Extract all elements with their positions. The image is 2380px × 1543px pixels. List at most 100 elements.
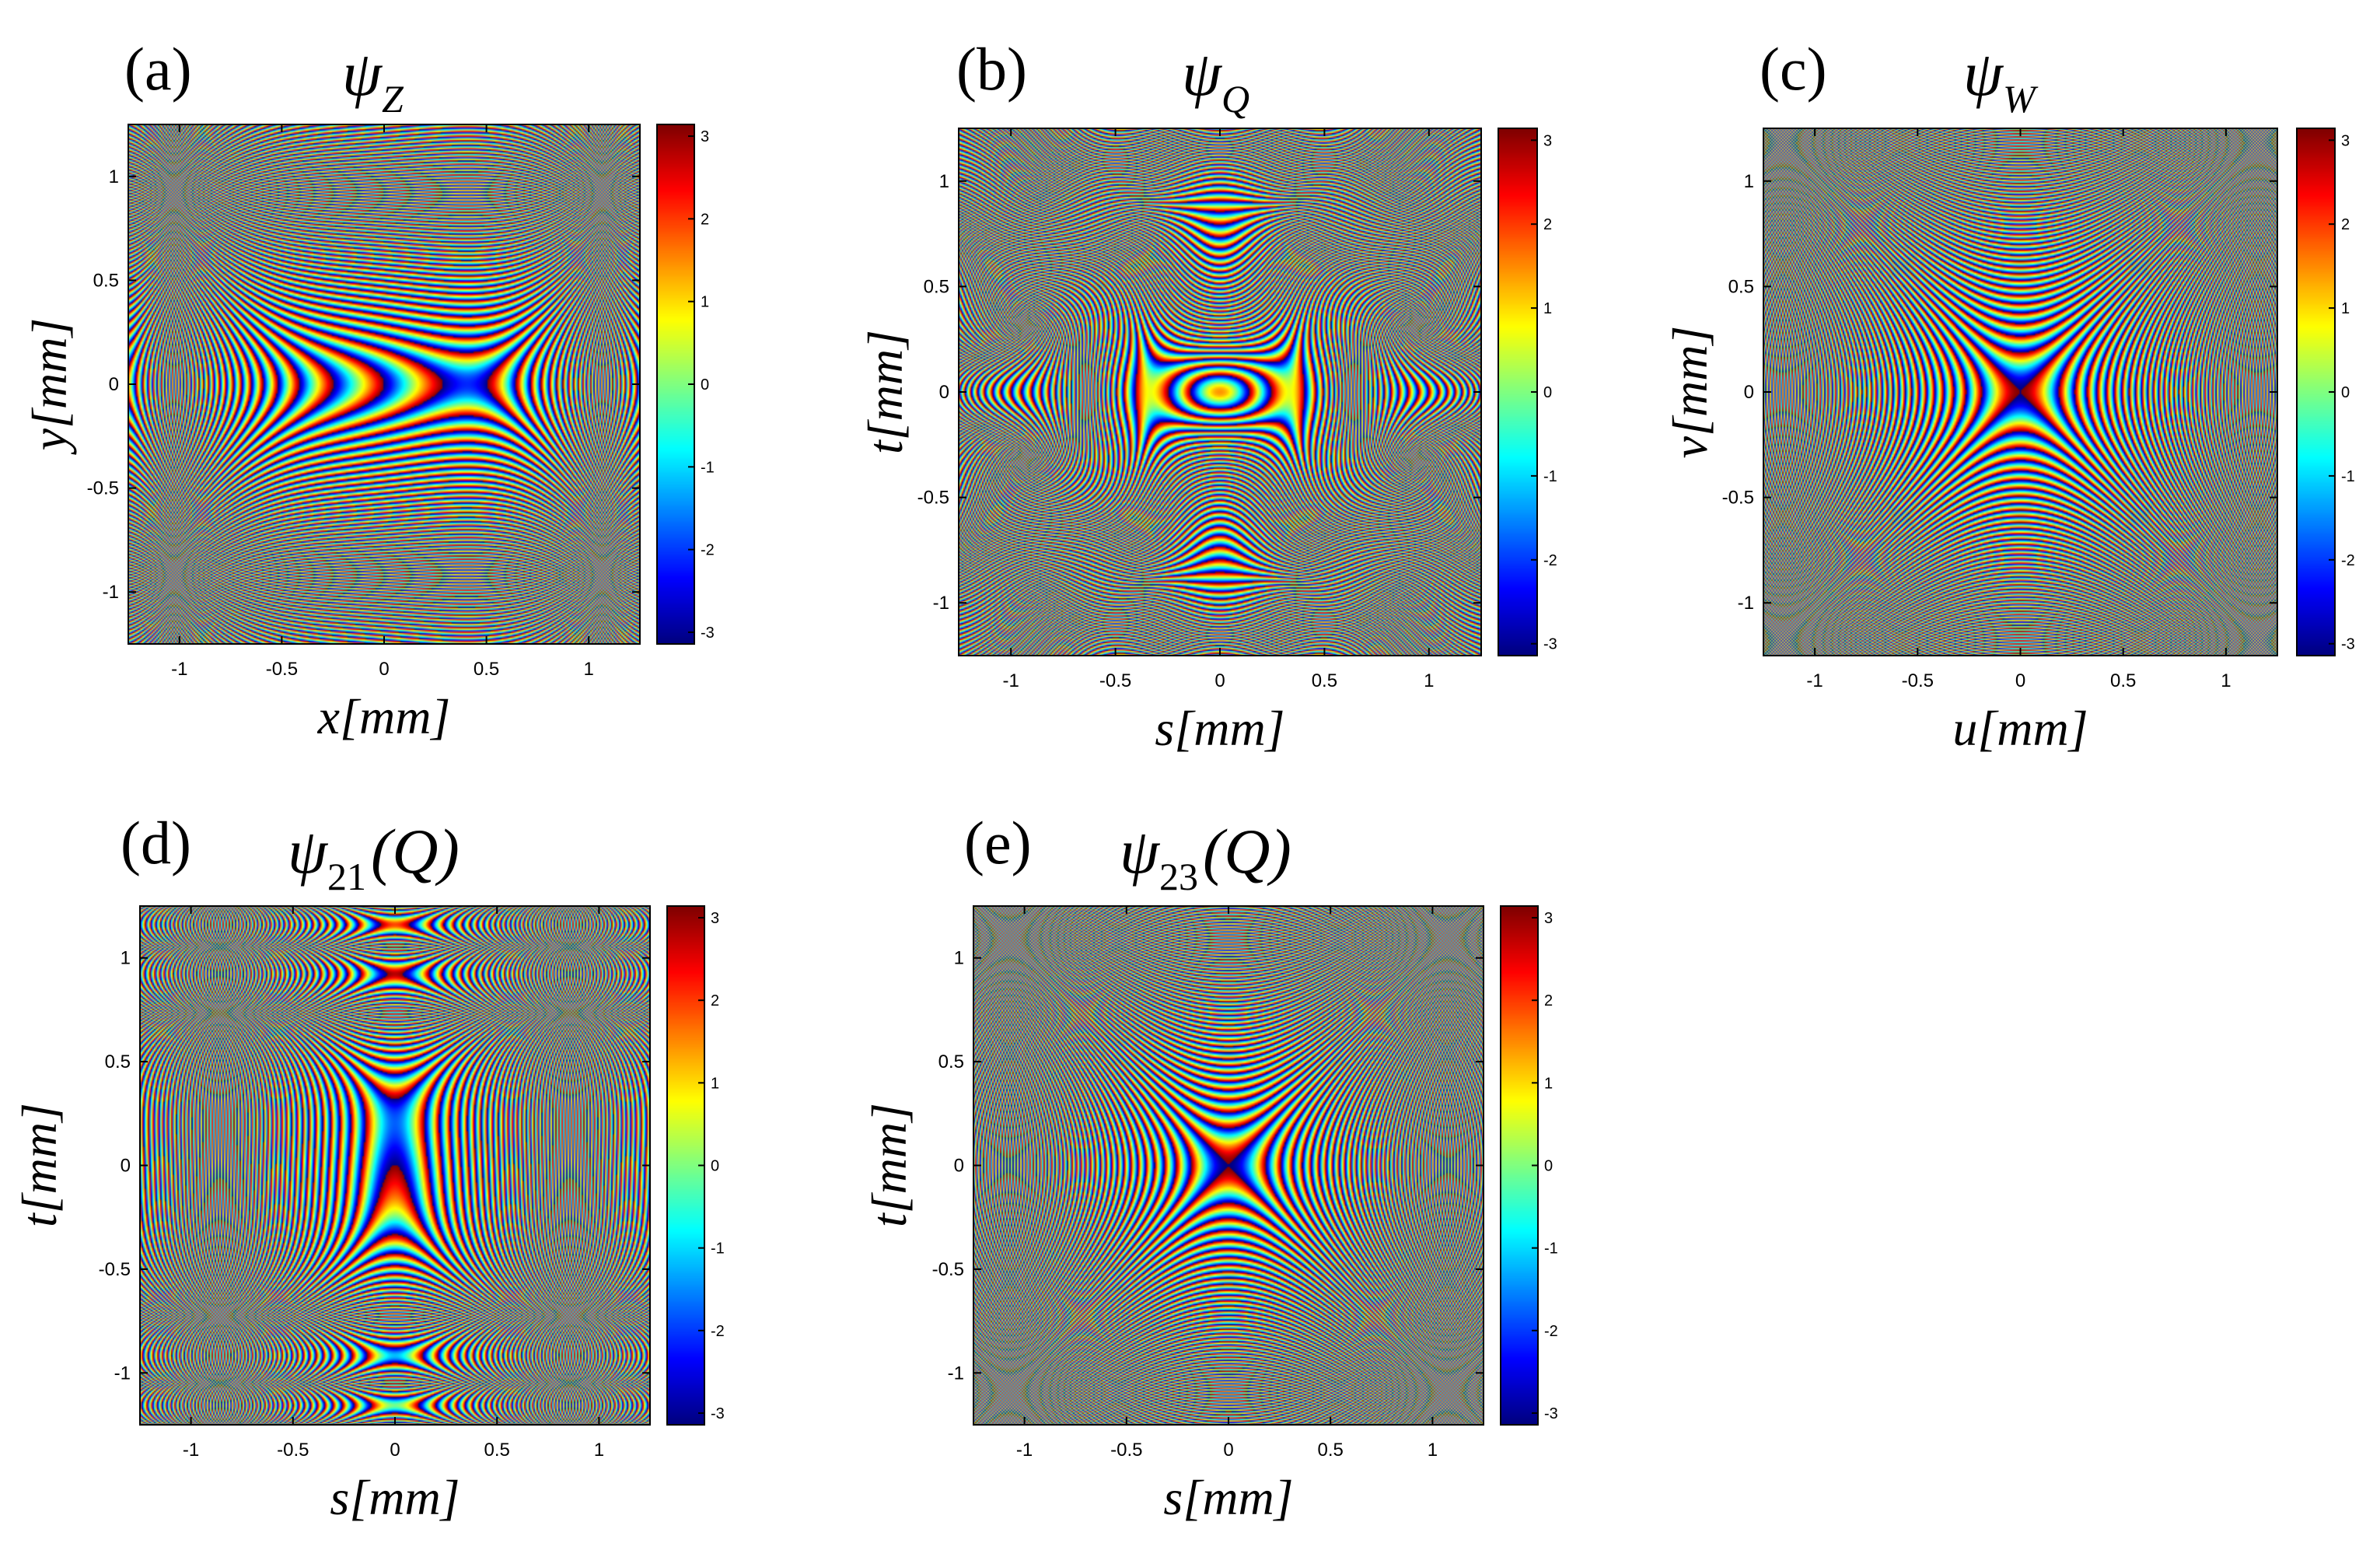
panel-label: (d) <box>121 809 191 876</box>
colorbar-tick-label: 0 <box>2341 384 2350 401</box>
colorbar-tick-label: -3 <box>2341 636 2355 653</box>
y-tick-label: 1 <box>939 171 949 192</box>
y-tick-label: 1 <box>121 948 131 969</box>
y-tick-label: -1 <box>933 593 949 614</box>
colorbar-tick-label: 1 <box>701 294 709 311</box>
colorbar-tick-label: 1 <box>1544 1075 1553 1092</box>
colorbar-tick-label: 3 <box>1543 132 1552 149</box>
y-axis-label: t[mm] <box>861 1103 917 1227</box>
y-axis-variable: v <box>1662 436 1718 458</box>
x-axis-variable: s <box>1163 1470 1183 1525</box>
panel-label: (b) <box>956 35 1027 103</box>
y-tick-label: 1 <box>109 166 119 187</box>
colorbar-c <box>2297 128 2335 656</box>
colorbar-tick-label: -2 <box>1543 552 1557 569</box>
panel-title: ψZ <box>342 38 404 121</box>
y-axis-unit: [mm] <box>22 318 77 429</box>
y-axis-unit: [mm] <box>1662 326 1718 436</box>
y-axis-label: t[mm] <box>858 330 913 454</box>
colorbar-tick-label: 3 <box>1544 910 1553 927</box>
title-symbol: ψ <box>1182 38 1223 109</box>
x-axis-unit: [mm] <box>340 689 450 744</box>
x-axis-label: s[mm] <box>330 1470 460 1525</box>
title-symbol: ψ <box>1120 816 1161 887</box>
colorbar-tick-label: -3 <box>701 625 715 642</box>
y-axis-unit: [mm] <box>858 330 913 440</box>
x-tick-label: 1 <box>584 659 594 680</box>
y-tick-label: 1 <box>1744 171 1754 192</box>
y-tick-label: 0 <box>121 1156 131 1177</box>
colorbar-tick-label: 3 <box>2341 132 2350 149</box>
y-tick-label: -1 <box>1738 593 1754 614</box>
x-axis-variable: s <box>330 1470 349 1525</box>
panel-d: -1 -0.5 0 0.5 1 -1 -0.5 0 0.5 1 -3 -2 -1 0 1 2 3 (d) ψ21(Q… <box>12 809 725 1525</box>
y-tick-label: -0.5 <box>917 488 949 509</box>
colorbar-tick-label: -2 <box>711 1323 725 1340</box>
y-tick-label: 0 <box>109 374 119 395</box>
x-tick-label: 0 <box>1214 670 1225 691</box>
y-tick-label: -1 <box>103 582 119 603</box>
colorbar-tick-label: -2 <box>701 542 715 559</box>
y-tick-label: 0.5 <box>105 1051 131 1072</box>
x-tick-label: -1 <box>183 1440 199 1461</box>
title-subscript: 23 <box>1159 855 1198 898</box>
y-tick-label: 0.5 <box>93 270 119 291</box>
x-tick-label: 0 <box>379 659 389 680</box>
colorbar-tick-label: 0 <box>701 376 709 394</box>
x-axis-unit: [mm] <box>1174 701 1284 756</box>
colorbar-tick-label: 1 <box>1543 300 1552 317</box>
title-subscript: Z <box>382 77 404 121</box>
colorbar-tick-label: -1 <box>2341 468 2355 485</box>
x-axis-label: s[mm] <box>1163 1470 1293 1525</box>
x-axis-unit: [mm] <box>1183 1470 1293 1525</box>
colorbar-tick-label: 0 <box>711 1158 719 1175</box>
y-tick-label: -0.5 <box>932 1259 964 1280</box>
x-tick-label: 0.5 <box>484 1440 510 1461</box>
y-axis-variable: t <box>861 1212 917 1227</box>
title-symbol: ψ <box>288 816 329 887</box>
x-tick-label: -0.5 <box>1902 670 1934 691</box>
x-tick-label: 0.5 <box>1318 1440 1344 1461</box>
y-axis-unit: [mm] <box>12 1103 67 1213</box>
x-tick-label: 0.5 <box>474 659 499 680</box>
x-tick-label: -0.5 <box>1099 670 1131 691</box>
colorbar-tick-label: 2 <box>701 211 709 228</box>
x-tick-label: -0.5 <box>277 1440 309 1461</box>
y-tick-label: -1 <box>114 1363 131 1384</box>
colorbar-tick-label: 1 <box>2341 300 2350 317</box>
title-argument: (Q) <box>371 816 460 887</box>
x-tick-label: 1 <box>594 1440 604 1461</box>
x-tick-label: 0 <box>1223 1440 1233 1461</box>
phase-heatmap-a <box>128 124 640 644</box>
x-axis-variable: s <box>1155 701 1174 756</box>
phase-heatmap-b <box>959 128 1481 656</box>
colorbar-tick-label: -3 <box>1543 636 1557 653</box>
x-tick-label: 1 <box>2221 670 2231 691</box>
x-tick-label: -1 <box>1806 670 1823 691</box>
title-symbol: ψ <box>1963 38 2004 109</box>
colorbar-tick-label: 2 <box>1543 216 1552 233</box>
colorbar-tick-label: 3 <box>701 128 709 145</box>
x-tick-label: -0.5 <box>1110 1440 1142 1461</box>
panel-label: (a) <box>124 35 192 103</box>
panel-title: ψW <box>1963 38 2039 121</box>
colorbar-tick-label: 2 <box>1544 992 1553 1009</box>
phase-heatmap-e <box>973 906 1484 1425</box>
x-tick-label: -0.5 <box>266 659 298 680</box>
phase-heatmap-c <box>1763 128 2277 656</box>
colorbar-tick-label: 3 <box>711 910 719 927</box>
y-axis-label: v[mm] <box>1662 326 1718 459</box>
x-tick-label: 0 <box>2015 670 2025 691</box>
y-axis-label: y[mm] <box>22 318 77 456</box>
colorbar-tick-label: -2 <box>1544 1323 1558 1340</box>
y-tick-label: -0.5 <box>87 478 119 499</box>
y-tick-label: 0 <box>1744 382 1754 403</box>
y-axis-unit: [mm] <box>861 1103 917 1213</box>
colorbar-tick-label: -1 <box>1544 1240 1558 1258</box>
x-tick-label: -1 <box>171 659 187 680</box>
x-tick-label: 0.5 <box>1312 670 1337 691</box>
